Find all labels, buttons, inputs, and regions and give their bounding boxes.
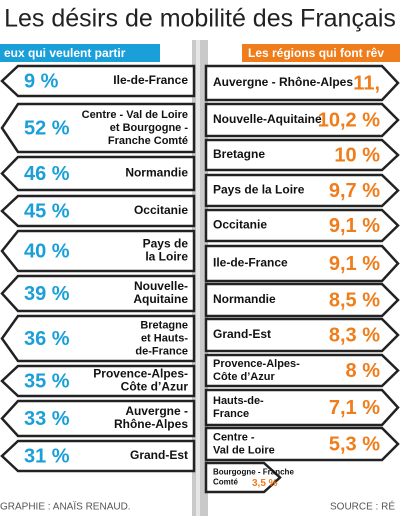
- region-label: Comté: [213, 478, 238, 487]
- sign-left: [0, 364, 196, 398]
- region-label: Occitanie: [134, 203, 188, 217]
- sign-left: [0, 274, 196, 313]
- region-label: Pays de la Loire: [213, 183, 305, 197]
- region-label: de-France: [135, 345, 188, 357]
- percent: 46 %: [24, 163, 70, 185]
- percent: 9,1 %: [329, 253, 380, 275]
- percent: 8,5 %: [329, 289, 380, 311]
- sign-right: [204, 102, 400, 138]
- region-label: Bretagne: [213, 147, 265, 161]
- sign-left: [0, 64, 196, 98]
- region-label: Provence-Alpes-: [93, 367, 188, 381]
- sign-right: [204, 317, 400, 353]
- pole-highlight: [196, 40, 200, 516]
- sign-left: [0, 439, 196, 473]
- region-label: Bretagne: [140, 319, 188, 331]
- region-label: Provence-Alpes-: [213, 358, 300, 370]
- credit: GRAPHIE : ANAÏS RENAUD.: [0, 501, 131, 513]
- percent: 7,1 %: [329, 397, 380, 419]
- sign-left: [0, 155, 196, 192]
- percent: 35 %: [24, 370, 70, 392]
- region-label: France: [213, 408, 249, 420]
- right-header: Les régions qui font rêv: [248, 46, 384, 60]
- percent: 8,3 %: [329, 324, 380, 346]
- region-label: Franche Comté: [108, 135, 188, 147]
- region-label: Rhône-Alpes: [114, 417, 188, 431]
- percent: 39 %: [24, 283, 70, 305]
- region-label: Grand-Est: [213, 327, 271, 341]
- region-label: Centre - Val de Loire: [82, 109, 188, 121]
- percent: 31 %: [24, 445, 70, 467]
- percent: 45 %: [24, 200, 70, 222]
- left-header-bar: [0, 44, 160, 62]
- sign-right: [204, 461, 282, 494]
- left-header: eux qui veulent partir: [4, 46, 126, 60]
- sign-left: [0, 314, 196, 363]
- title: Les désirs de mobilité des Français: [4, 5, 396, 33]
- region-label: Hauts-de-: [213, 395, 264, 407]
- source: SOURCE : RÉ: [330, 500, 395, 513]
- region-label: Ile-de-France: [213, 256, 288, 270]
- sign-right: [204, 138, 400, 172]
- percent: 5,3 %: [329, 433, 380, 455]
- sign-left: [0, 102, 196, 154]
- region-label: Centre -: [213, 431, 255, 443]
- sign-right: [204, 208, 400, 243]
- sign-right: [204, 353, 400, 388]
- percent: 3,5 %: [252, 478, 278, 489]
- region-label: Nouvelle-Aquitaine: [213, 112, 322, 126]
- region-label: Nouvelle-: [134, 279, 188, 293]
- region-label: Auvergne -: [125, 404, 188, 418]
- percent: 11,: [353, 72, 380, 94]
- region-label: Auvergne - Rhône-Alpes: [213, 75, 353, 89]
- percent: 9,1 %: [329, 215, 380, 237]
- region-label: Normandie: [213, 292, 276, 306]
- region-label: Normandie: [125, 166, 188, 180]
- percent: 36 %: [24, 328, 70, 350]
- sign-right: [204, 388, 400, 427]
- region-label: Val de Loire: [213, 444, 275, 456]
- sign-left: [0, 399, 196, 438]
- region-label: Pays de: [143, 237, 189, 251]
- sign-right: [204, 282, 400, 318]
- region-label: et Hauts-: [141, 332, 188, 344]
- region-label: Ile-de-France: [113, 73, 188, 87]
- region-label: et Bourgogne -: [110, 122, 189, 134]
- percent: 52 %: [24, 117, 70, 139]
- region-label: la Loire: [145, 250, 188, 264]
- region-label: Occitanie: [213, 218, 267, 232]
- region-label: Côte d’Azur: [121, 380, 189, 394]
- sign-left: [0, 194, 196, 228]
- region-label: Aquitaine: [133, 292, 188, 306]
- percent: 9,7 %: [329, 180, 380, 202]
- percent: 40 %: [24, 240, 70, 262]
- sign-right: [204, 426, 400, 462]
- region-label: Côte d’Azur: [213, 371, 275, 383]
- region-label: Bourgogne - Franche: [213, 468, 294, 477]
- sign-right: [204, 64, 400, 102]
- sign-right: [204, 244, 400, 283]
- percent: 8 %: [346, 360, 381, 382]
- percent: 33 %: [24, 408, 70, 430]
- sign-right: [204, 173, 400, 208]
- region-label: Grand-Est: [130, 448, 188, 462]
- percent: 10 %: [334, 144, 380, 166]
- percent: 10,2 %: [318, 109, 380, 131]
- right-header-bar: [242, 44, 400, 62]
- percent: 9 %: [24, 70, 59, 92]
- sign-left: [0, 229, 196, 273]
